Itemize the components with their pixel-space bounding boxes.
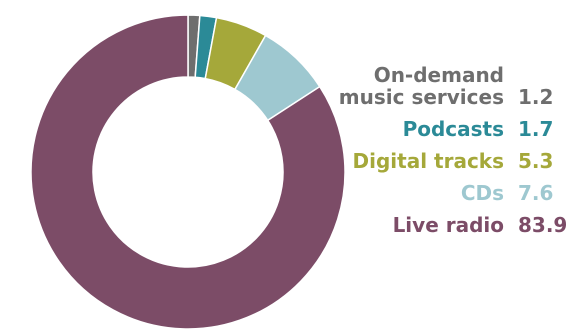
legend-label: Digital tracks [352,149,504,173]
legend-label: Podcasts [402,117,504,141]
legend-label: Live radio [392,213,504,237]
legend-value: 83.9 [518,213,568,237]
legend-entry-live-radio: Live radio 83.9 [332,214,572,236]
legend-entry-podcasts: Podcasts 1.7 [332,118,572,140]
legend-value: 7.6 [518,181,554,205]
chart-legend: On-demand music services 1.2 Podcasts 1.… [332,64,572,246]
legend-label: On-demand music services [338,63,504,109]
legend-entry-cds: CDs 7.6 [332,182,572,204]
legend-entry-on-demand: On-demand music services 1.2 [332,64,572,108]
donut-slice-4 [30,14,346,329]
legend-value: 5.3 [518,149,554,173]
legend-value: 1.7 [518,117,554,141]
legend-value: 1.2 [518,85,554,109]
legend-label: CDs [460,181,504,205]
legend-entry-digital-tracks: Digital tracks 5.3 [332,150,572,172]
